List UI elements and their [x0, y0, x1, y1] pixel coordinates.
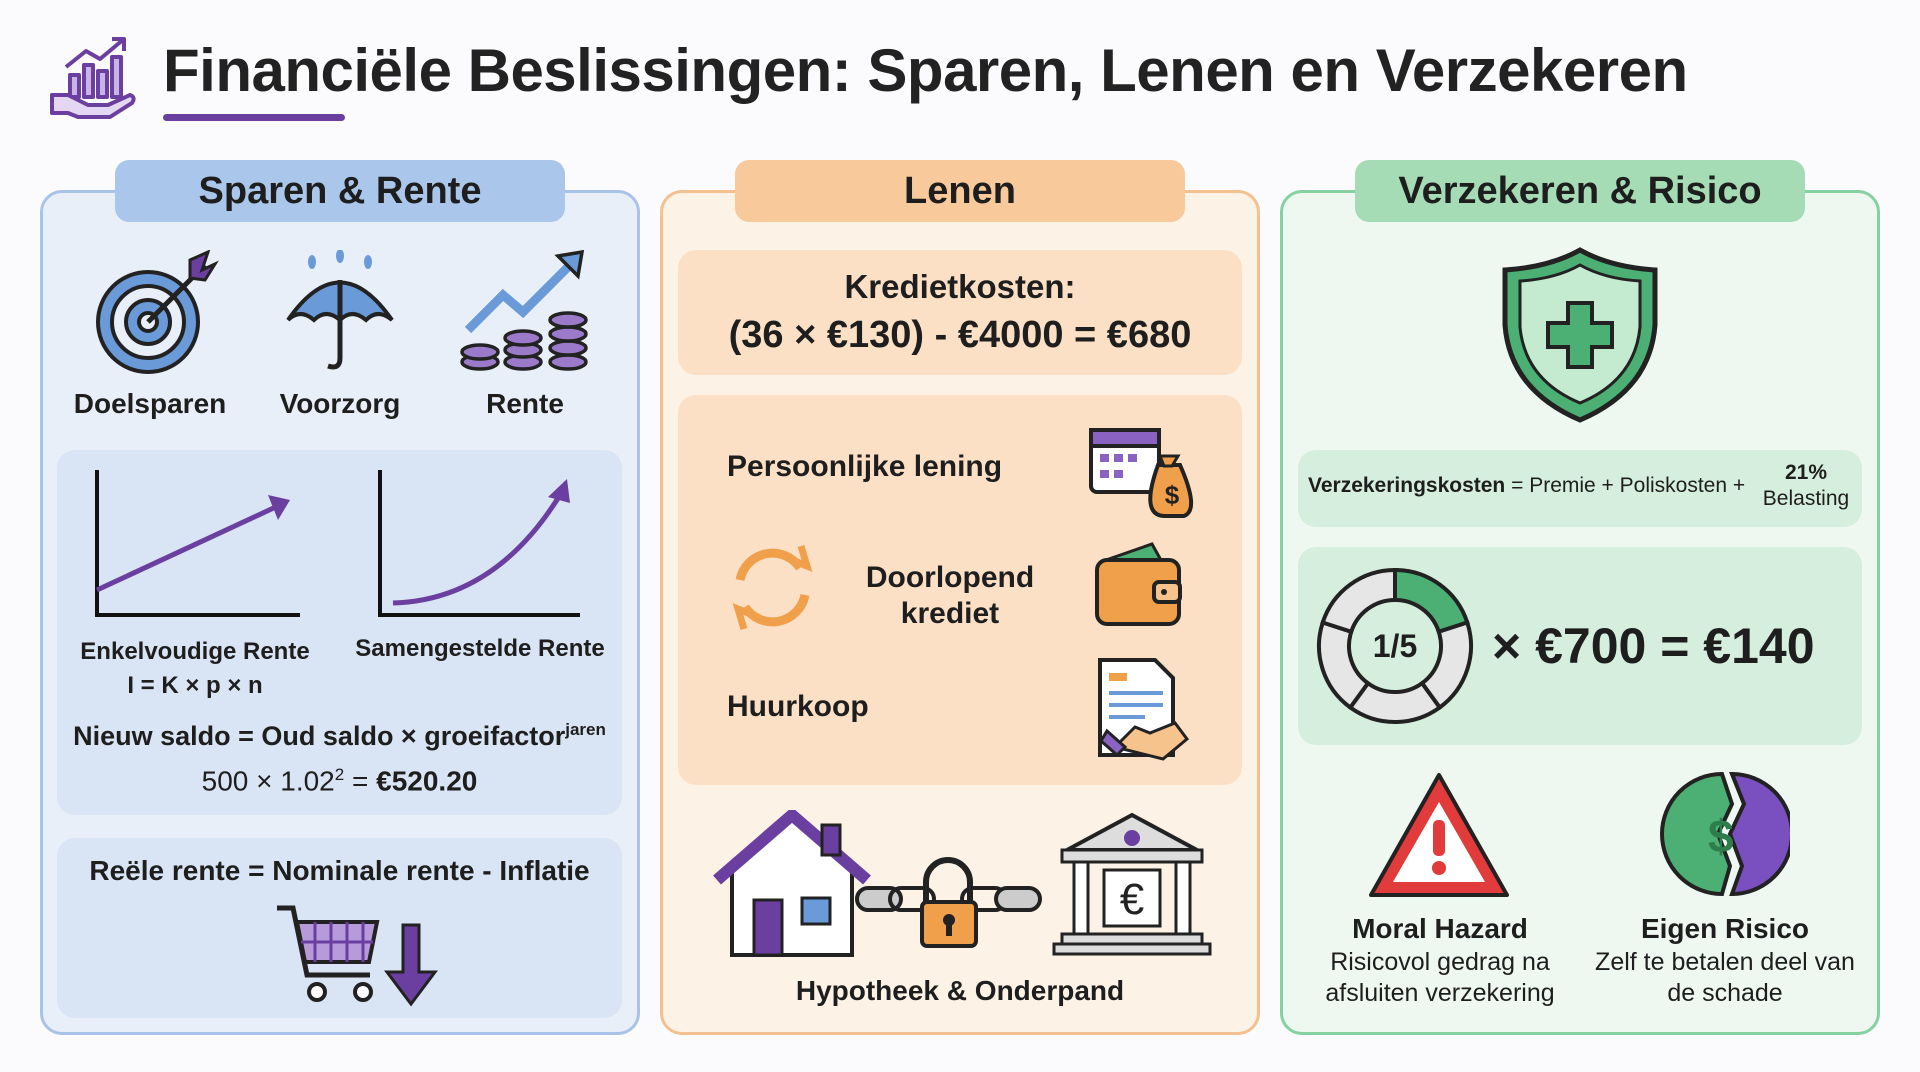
formula-main: Nieuw saldo = Oud saldo × groeifactor	[73, 721, 566, 751]
moral-hazard-title: Moral Hazard	[1352, 913, 1528, 944]
simple-label: Enkelvoudige Rente	[80, 638, 310, 665]
label-voorzorg: Voorzorg	[279, 388, 401, 419]
own-risk: Eigen Risico Zelf te betalen deel van de …	[1590, 913, 1860, 1009]
cart-down-icon	[275, 900, 445, 1010]
wallet-icon	[1092, 540, 1187, 630]
house-chain-bank-icon: €	[712, 810, 1212, 960]
moral-hazard-desc: Risicovol gedrag na afsluiten verzekerin…	[1325, 948, 1555, 1007]
formula-rest: = Premie + Poliskosten +	[1505, 474, 1746, 497]
insurance-cost-formula: Verzekeringskosten = Premie + Poliskoste…	[1308, 474, 1745, 498]
split-coin-icon: $	[1660, 770, 1790, 900]
ring-segment	[1320, 567, 1397, 635]
own-risk-desc: Zelf te betalen deel van de schade	[1595, 948, 1855, 1007]
example-base: 500 × 1.02	[201, 765, 335, 797]
fraction-ring	[1315, 566, 1475, 726]
calendar-moneybag-icon: $	[1088, 420, 1198, 520]
moral-hazard: Moral Hazard Risicovol gedrag na afsluite…	[1300, 913, 1580, 1009]
simple-interest-label: Enkelvoudige Rente I = K × p × n	[60, 635, 330, 703]
interest-box	[57, 450, 622, 815]
compound-formula: Nieuw saldo = Oud saldo × groeifactorjar…	[57, 720, 622, 752]
ring-segment-filled	[1393, 567, 1470, 635]
contract-handshake-icon	[1095, 655, 1190, 765]
panel-title-sparen: Sparen & Rente	[115, 160, 565, 222]
growth-coins-icon	[458, 250, 593, 375]
label-doelsparen: Doelsparen	[73, 388, 227, 419]
compound-interest-label: Samengestelde Rente	[355, 635, 605, 662]
credit-cost-label: Kredietkosten:	[844, 268, 1076, 305]
umbrella-icon	[280, 250, 400, 375]
panel-title-lenen: Lenen	[735, 160, 1185, 222]
example-exponent: 2	[334, 765, 345, 784]
panel-title-verzekeren: Verzekeren & Risico	[1355, 160, 1805, 222]
example-eq: =	[344, 765, 377, 797]
simple-interest-graph	[90, 465, 300, 620]
risk-calculation: × €700 = €140	[1492, 618, 1815, 674]
loan-revolving: Doorlopend krediet	[865, 561, 1035, 630]
svg-text:$: $	[1708, 810, 1734, 862]
loan-hire-purchase: Huurkoop	[727, 690, 869, 723]
example-result: €520.20	[376, 765, 478, 797]
title-underline	[163, 114, 345, 121]
shield-plus-icon	[1500, 245, 1660, 425]
page-title: Financiële Beslissingen: Sparen, Lenen e…	[163, 37, 1688, 104]
insurance-cost-box	[1298, 450, 1862, 527]
formula-exponent: jaren	[565, 720, 606, 739]
own-risk-title: Eigen Risico	[1640, 913, 1810, 944]
finance-chart-hand-icon	[48, 35, 138, 123]
compound-example: 500 × 1.022 = €520.20	[57, 765, 622, 797]
target-icon	[90, 250, 220, 375]
fraction-label: 1/5	[1372, 628, 1418, 664]
credit-cost-box	[678, 250, 1242, 375]
tax-label: Belasting	[1762, 487, 1850, 510]
real-rate-formula: Reële rente = Nominale rente - Inflatie	[89, 855, 590, 886]
warning-icon	[1367, 770, 1512, 900]
compound-interest-graph	[375, 465, 585, 620]
svg-text:$: $	[1165, 480, 1180, 510]
tax-term: 21% Belasting	[1756, 460, 1856, 512]
loan-personal: Persoonlijke lening	[727, 450, 1003, 483]
formula-term: Verzekeringskosten	[1308, 474, 1506, 497]
tax-percent: 21%	[1784, 461, 1828, 484]
mortgage-label: Hypotheek & Onderpand	[795, 975, 1125, 1006]
simple-formula: I = K × p × n	[127, 672, 263, 699]
revolving-arrows-icon	[725, 540, 820, 635]
credit-cost-formula: (36 × €130) - €4000 = €680	[728, 314, 1192, 356]
label-rente: Rente	[486, 388, 564, 419]
svg-text:€: €	[1120, 875, 1144, 924]
